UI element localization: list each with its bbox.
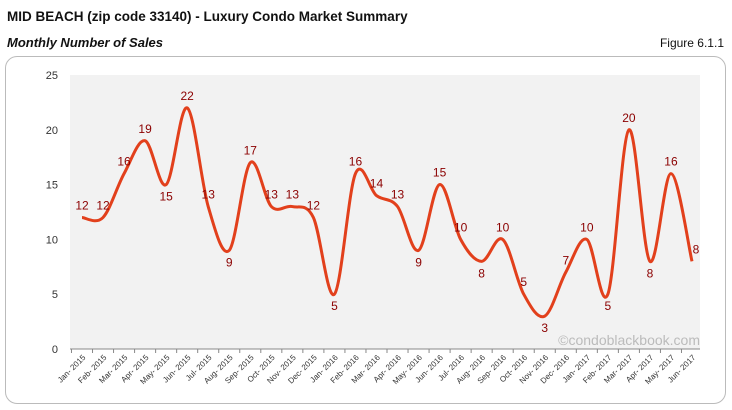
data-label: 5: [605, 299, 612, 313]
y-tick-label: 10: [46, 234, 58, 246]
data-label: 12: [307, 198, 321, 212]
data-label: 16: [664, 155, 678, 169]
data-label: 13: [265, 188, 279, 202]
chart-title: MID BEACH (zip code 33140) - Luxury Cond…: [7, 9, 408, 24]
y-tick-label: 25: [46, 70, 58, 82]
data-label: 5: [520, 275, 527, 289]
y-tick-label: 15: [46, 180, 58, 192]
chart-subtitle: Monthly Number of Sales: [7, 35, 164, 50]
data-label: 15: [159, 190, 173, 204]
data-label: 17: [244, 144, 258, 158]
chart-frame: [5, 56, 726, 404]
data-label: 10: [580, 220, 594, 234]
data-label: 12: [96, 198, 110, 212]
data-label: 13: [202, 188, 216, 202]
data-label: 9: [226, 255, 233, 269]
y-tick-label: 5: [52, 289, 58, 301]
data-label: 7: [562, 253, 569, 267]
data-label: 8: [478, 266, 485, 280]
data-label: 20: [622, 111, 636, 125]
data-label: 22: [180, 89, 194, 103]
watermark: ©condoblackbook.com: [558, 332, 700, 348]
data-label: 5: [331, 299, 338, 313]
data-label: 16: [117, 155, 131, 169]
data-label: 10: [454, 220, 468, 234]
data-label: 8: [693, 242, 700, 256]
y-tick-label: 0: [52, 344, 58, 356]
data-label: 13: [391, 188, 405, 202]
data-label: 9: [415, 255, 422, 269]
data-label: 10: [496, 220, 510, 234]
sales-line: [81, 106, 694, 319]
data-label: 13: [286, 188, 300, 202]
data-label: 16: [349, 155, 363, 169]
data-label: 14: [370, 177, 384, 191]
data-label: 19: [138, 122, 152, 136]
y-tick-label: 20: [46, 125, 58, 137]
data-label: 15: [433, 166, 447, 180]
data-label: 12: [75, 198, 89, 212]
plot-area: [70, 75, 700, 349]
data-label: 3: [541, 321, 548, 335]
data-label: 8: [647, 266, 654, 280]
figure-number: Figure 6.1.1: [659, 36, 724, 50]
